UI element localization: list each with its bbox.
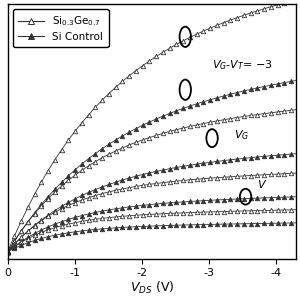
Text: $V_G$: $V_G$ — [234, 128, 249, 142]
Text: $V_G$-$V_T$= −3: $V_G$-$V_T$= −3 — [212, 58, 273, 72]
Text: $V$: $V$ — [257, 178, 267, 190]
Legend: $\mathrm{Si_{0.3}Ge_{0.7}}$, Si Control: $\mathrm{Si_{0.3}Ge_{0.7}}$, Si Control — [13, 9, 109, 47]
X-axis label: $V_{DS}$ (V): $V_{DS}$ (V) — [130, 280, 174, 296]
